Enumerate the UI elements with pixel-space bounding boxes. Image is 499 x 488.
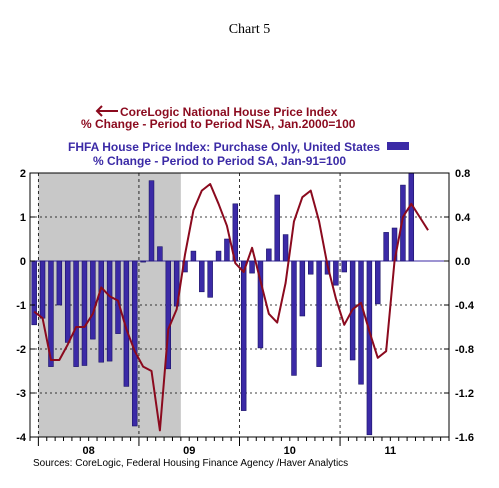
left-tick-label: 0 [20,256,26,268]
right-tick-label: -1.2 [455,388,474,400]
bar [56,260,63,306]
bar [115,260,121,334]
x-tick-label: 08 [83,445,95,457]
bar [375,260,381,305]
bar [366,260,373,436]
bar [90,260,96,340]
bar [274,194,280,262]
bar [257,260,264,349]
bar [98,260,104,363]
left-tick-label: -3 [16,388,26,400]
bar [148,180,155,262]
left-tick-label: 1 [20,212,26,224]
x-tick-label: 11 [385,445,397,457]
chart-title: Chart 5 [228,22,271,37]
left-tick-label: -4 [16,432,27,444]
bar [224,238,230,262]
legend-line-sub: % Change - Period to Period NSA, Jan.200… [81,117,356,131]
bar [190,250,197,262]
right-tick-label: 0.8 [455,168,470,180]
bar [31,260,37,326]
bar [282,234,289,262]
bar [140,260,146,263]
legend-bar-swatch-icon [387,142,410,150]
bar [215,250,222,262]
sources-note: Sources: CoreLogic, Federal Housing Fina… [33,458,349,469]
legend-line-entry: CoreLogic National House Price Index [94,102,337,119]
series-line-corelogic [33,183,429,432]
right-tick-label: -0.4 [455,300,475,312]
bar [408,172,415,262]
left-tick-label: 2 [20,168,26,180]
bar [291,260,297,376]
bar [333,260,339,286]
bar [157,246,163,262]
left-tick-label: -2 [16,344,26,356]
right-tick-label: -0.8 [455,344,474,356]
bar [266,248,272,262]
legend-bar-sub: % Change - Period to Period SA, Jan-91=1… [93,154,347,168]
right-tick-label: 0.0 [455,256,470,268]
legend-bar-entry: FHFA House Price Index: Purchase Only, U… [68,139,410,154]
right-tick-label: -1.6 [455,432,474,444]
bar [358,260,364,385]
right-tick-label: 0.4 [455,212,471,224]
bar [199,260,205,293]
bar [106,260,113,362]
bar [400,184,406,262]
bar [64,260,71,343]
bar [48,260,54,367]
left-tick-label: -1 [16,300,26,312]
bar [240,260,247,411]
bar [165,260,172,370]
legend-line-arrow-icon [95,105,118,117]
x-tick-label: 09 [183,445,195,457]
x-tick-label: 10 [284,445,296,457]
bar [81,260,88,366]
legend-bar-name: FHFA House Price Index: Purchase Only, U… [68,140,381,154]
bar [132,260,138,427]
bar [207,260,213,298]
legend-line-name: CoreLogic National House Price Index [120,105,338,119]
bar [307,260,314,275]
bar [73,260,79,367]
bar [39,260,46,319]
bar [249,260,255,274]
bar [341,260,347,273]
bar [383,232,389,262]
bar [299,260,306,317]
bar [316,260,322,367]
